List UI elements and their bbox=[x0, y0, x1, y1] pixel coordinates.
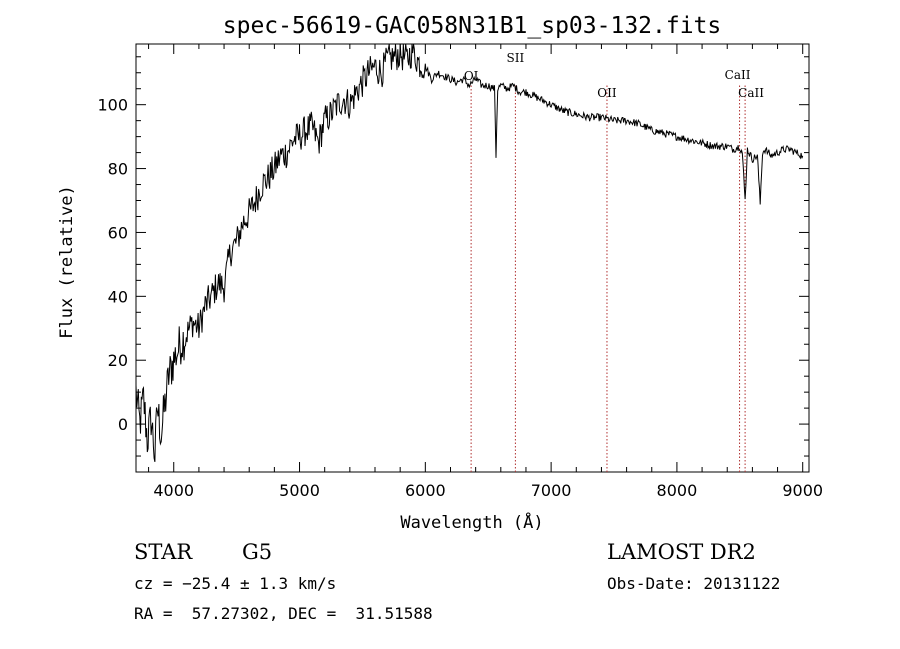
line-marker-label: SII bbox=[507, 51, 525, 65]
y-tick-label: 0 bbox=[118, 415, 128, 434]
line-marker-label: CaII bbox=[738, 86, 764, 100]
y-tick-label: 60 bbox=[108, 223, 128, 242]
x-axis-label: Wavelength (Å) bbox=[400, 511, 543, 533]
y-tick-label: 20 bbox=[108, 351, 128, 370]
object-subclass: G5 bbox=[242, 540, 273, 564]
x-tick-label: 4000 bbox=[153, 481, 194, 500]
x-tick-label: 5000 bbox=[279, 481, 320, 500]
object-class: STAR bbox=[134, 540, 193, 564]
y-tick-label: 100 bbox=[97, 96, 128, 115]
chart-title: spec-56619-GAC058N31B1_sp03-132.fits bbox=[223, 13, 722, 39]
series-line-flux bbox=[135, 43, 804, 463]
y-tick-label: 40 bbox=[108, 287, 128, 306]
survey-name: LAMOST DR2 bbox=[607, 540, 756, 564]
x-tick-label: 8000 bbox=[657, 481, 698, 500]
axis-ticks: 4000 5000 6000 7000 8000 9000 0 20 40 60 80 100 bbox=[97, 44, 823, 500]
y-tick-label: 80 bbox=[108, 160, 128, 179]
y-axis-label: Flux (relative) bbox=[57, 185, 77, 339]
x-tick-label: 6000 bbox=[405, 481, 446, 500]
x-tick-label: 9000 bbox=[782, 481, 823, 500]
line-marker-label: CaII bbox=[725, 68, 751, 82]
x-tick-label: 7000 bbox=[531, 481, 572, 500]
coordinates: RA = 57.27302, DEC = 31.51588 bbox=[134, 604, 433, 623]
observation-date: Obs-Date: 20131122 bbox=[607, 574, 781, 593]
redshift-cz: cz = −25.4 ± 1.3 km/s bbox=[134, 574, 337, 593]
line-marker-label: OII bbox=[597, 86, 617, 100]
plot-frame bbox=[135, 43, 810, 473]
